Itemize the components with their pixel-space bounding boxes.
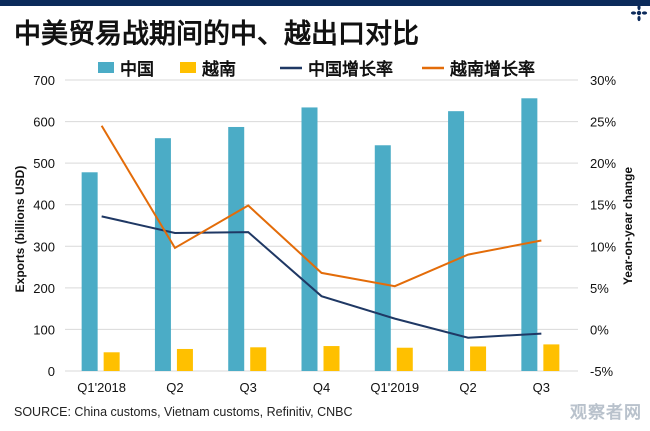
x-tick-label: Q2 [459, 380, 476, 395]
y2-tick-label: 25% [590, 115, 616, 130]
legend-label-0: 中国 [120, 59, 154, 79]
y2-tick-label: 5% [590, 281, 609, 296]
bar-china-3 [301, 107, 318, 372]
x-tick-label: Q1'2018 [77, 380, 126, 395]
legend-swatch-1 [180, 62, 196, 73]
x-tick-label: Q4 [313, 380, 330, 395]
top-accent-bar [0, 0, 650, 6]
publisher-logo-icon [630, 4, 648, 22]
y2-tick-label: -5% [590, 364, 614, 379]
legend-label-1: 越南 [201, 59, 236, 79]
legend-label-3: 越南增长率 [449, 59, 535, 79]
bar-china-4 [374, 145, 391, 371]
y2-tick-label: 15% [590, 198, 616, 213]
y-tick-label: 0 [48, 364, 55, 379]
bar-vietnam-1 [176, 348, 193, 371]
x-tick-label: Q3 [533, 380, 550, 395]
y2-axis-label: Year-on-year change [621, 167, 635, 285]
y-tick-label: 700 [33, 73, 55, 88]
legend-swatch-0 [98, 62, 114, 73]
chart-title: 中美贸易战期间的中、越出口对比 [14, 19, 419, 50]
y-tick-label: 300 [33, 239, 55, 254]
bar-vietnam-0 [103, 352, 120, 371]
bar-china-5 [448, 111, 465, 371]
bar-china-1 [154, 138, 171, 371]
x-tick-label: Q1'2019 [370, 380, 419, 395]
watermark: 观察者网 [570, 403, 642, 423]
bar-china-6 [521, 98, 538, 371]
x-tick-label: Q2 [166, 380, 183, 395]
bar-vietnam-3 [323, 346, 340, 371]
x-tick-label: Q3 [240, 380, 257, 395]
bar-vietnam-5 [470, 346, 487, 371]
bar-china-0 [81, 172, 98, 371]
bar-vietnam-4 [396, 347, 413, 371]
y-tick-label: 600 [33, 115, 55, 130]
y2-tick-label: 30% [590, 73, 616, 88]
y2-tick-label: 20% [590, 156, 616, 171]
bar-china-2 [228, 126, 245, 372]
bar-vietnam-6 [543, 344, 560, 371]
source-note: SOURCE: China customs, Vietnam customs, … [14, 405, 353, 419]
y-tick-label: 400 [33, 198, 55, 213]
y2-tick-label: 10% [590, 239, 616, 254]
y2-tick-label: 0% [590, 322, 609, 337]
y-axis-label: Exports (billions USD) [13, 166, 27, 293]
bar-vietnam-2 [250, 347, 267, 371]
y-tick-label: 200 [33, 281, 55, 296]
y-tick-label: 100 [33, 322, 55, 337]
legend-label-2: 中国增长率 [308, 59, 393, 79]
y-tick-label: 500 [33, 156, 55, 171]
